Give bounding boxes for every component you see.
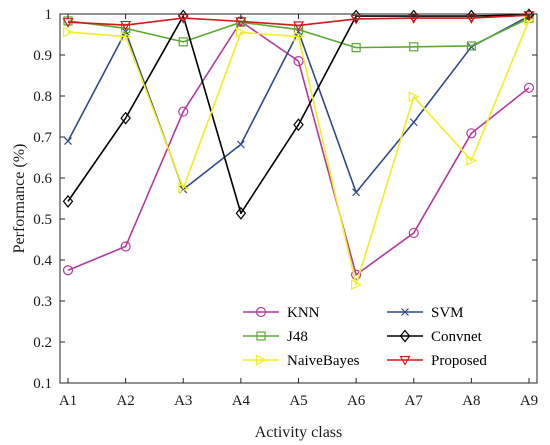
marker-triangle-down (399, 355, 411, 366)
axis-layer: 0.1 0.2 0.3 0.4 0.5 0.6 0.7 0.8 0.9 1 A1 A2 A3 A4 A5 A6… (33, 7, 538, 409)
data-point-proposed (120, 20, 132, 31)
y-tick-label: 0.3 (33, 294, 52, 310)
legend-label: NaiveBayes (287, 353, 360, 369)
y-tick-label: 0.5 (33, 212, 52, 228)
data-point-naivebayes (408, 91, 420, 103)
x-tick-label: A7 (405, 393, 424, 409)
data-point-knn (523, 82, 535, 93)
data-point-svm (236, 140, 245, 149)
legend-label: Proposed (431, 353, 487, 369)
data-point-convnet (293, 118, 304, 132)
legend-item-convnet: Convnet (387, 329, 483, 345)
data-point-naivebayes (466, 154, 478, 166)
legend: KNN SVM J48 Convnet NaiveBayes Proposed (235, 297, 531, 375)
legend-label: SVM (431, 305, 464, 321)
marker-triangle-right (255, 354, 267, 366)
y-tick-label: 0.1 (33, 376, 52, 392)
series-layer (62, 8, 535, 291)
data-point-naivebayes (293, 31, 305, 43)
y-tick-label: 0.6 (33, 171, 52, 187)
data-point-knn (466, 128, 477, 139)
data-point-j48 (409, 42, 419, 52)
legend-item-proposed: Proposed (387, 353, 487, 369)
legend-item-svm: SVM (387, 305, 464, 321)
y-tick-label: 0.8 (33, 89, 52, 105)
x-tick-label: A1 (59, 393, 77, 409)
marker-square (256, 331, 266, 341)
legend-item-j48: J48 (243, 329, 308, 345)
data-point-knn (293, 56, 304, 67)
x-tick-label: A2 (116, 393, 134, 409)
y-tick-label: 0.9 (33, 48, 52, 64)
marker-circle (255, 306, 267, 318)
data-point-j48 (351, 43, 361, 53)
data-point-proposed (292, 21, 305, 32)
data-point-proposed (523, 11, 535, 21)
data-point-svm (409, 118, 418, 127)
y-tick-label: 1 (45, 7, 53, 23)
marker-diamond (399, 329, 411, 343)
data-point-convnet (62, 194, 74, 208)
data-point-knn (408, 227, 419, 239)
x-tick-label: A9 (520, 393, 538, 409)
y-tick-label: 0.4 (33, 253, 52, 269)
x-tick-label: A8 (462, 393, 480, 409)
x-tick-label: A5 (289, 393, 307, 409)
y-tick-label: 0.2 (33, 335, 52, 351)
data-point-naivebayes (235, 26, 247, 38)
data-point-convnet (235, 206, 247, 220)
data-point-knn (62, 265, 74, 276)
data-point-naivebayes (351, 279, 362, 291)
data-point-naivebayes (178, 182, 190, 194)
series-line (67, 19, 530, 286)
data-point-knn (178, 106, 189, 117)
data-point-naivebayes (120, 31, 132, 43)
legend-label: Convnet (431, 329, 483, 345)
legend-box (235, 297, 531, 375)
x-axis-title: Activity class (255, 424, 343, 441)
data-point-convnet (120, 111, 131, 125)
legend-label: J48 (287, 329, 308, 345)
x-tick-label: A3 (174, 393, 192, 409)
data-point-j48 (178, 37, 188, 47)
series-line (67, 14, 530, 215)
x-tick-label: A4 (232, 393, 251, 409)
data-point-knn (120, 241, 131, 252)
data-point-naivebayes (62, 26, 74, 38)
data-point-svm (352, 188, 361, 197)
x-tick-label: A6 (347, 393, 366, 409)
data-point-j48 (466, 41, 476, 51)
legend-item-knn: KNN (243, 305, 320, 321)
series-line (67, 14, 530, 27)
y-tick-label: 0.7 (33, 130, 52, 146)
legend-item-naivebayes: NaiveBayes (243, 353, 360, 369)
data-point-knn (351, 269, 362, 280)
marker-x (401, 308, 409, 316)
series-line (67, 20, 530, 276)
legend-label: KNN (287, 305, 320, 321)
y-axis-title: Performance (%) (11, 144, 28, 254)
data-point-svm (64, 137, 72, 146)
